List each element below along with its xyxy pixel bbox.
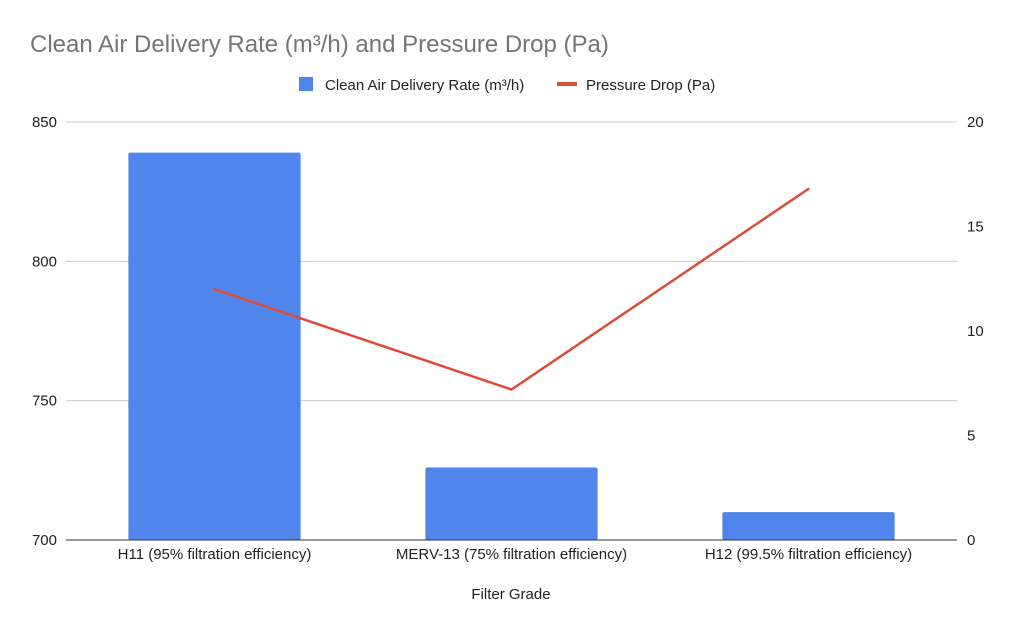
legend: Clean Air Delivery Rate (m³/h) Pressure … [299,77,715,94]
y-left-tick-label: 700 [32,532,57,549]
y-right-tick-label: 15 [967,219,984,236]
legend-label-bar: Clean Air Delivery Rate (m³/h) [325,77,524,94]
x-axis-title: Filter Grade [471,586,550,603]
bar-series [128,152,895,541]
bar[interactable] [425,467,598,540]
legend-swatch-bar [299,77,313,91]
x-category-label: H12 (99.5% filtration efficiency) [705,546,912,563]
line-series [213,187,810,391]
y-axis-left: 700 750 800 850 [32,114,57,549]
y-right-tick-label: 10 [967,323,984,340]
y-right-tick-label: 5 [967,428,975,445]
bar[interactable] [722,512,895,540]
x-axis-labels: H11 (95% filtration efficiency) MERV-13 (… [118,546,913,563]
line-point[interactable] [807,187,810,191]
y-left-tick-label: 800 [32,253,57,270]
y-right-tick-label: 20 [967,114,984,131]
pressure-drop-line[interactable] [214,187,810,391]
x-category-label: MERV-13 (75% filtration efficiency) [396,546,627,563]
line-point[interactable] [510,388,513,391]
y-left-tick-label: 850 [32,114,57,131]
line-point[interactable] [213,288,216,291]
chart-title: Clean Air Delivery Rate (m³/h) and Press… [30,31,609,58]
y-left-tick-label: 750 [32,393,57,410]
y-axis-right: 0 5 10 15 20 [967,114,984,549]
bar[interactable] [128,152,301,541]
x-category-label: H11 (95% filtration efficiency) [118,546,312,563]
legend-label-line: Pressure Drop (Pa) [586,77,715,94]
legend-swatch-line [557,82,577,86]
y-right-tick-label: 0 [967,532,975,549]
